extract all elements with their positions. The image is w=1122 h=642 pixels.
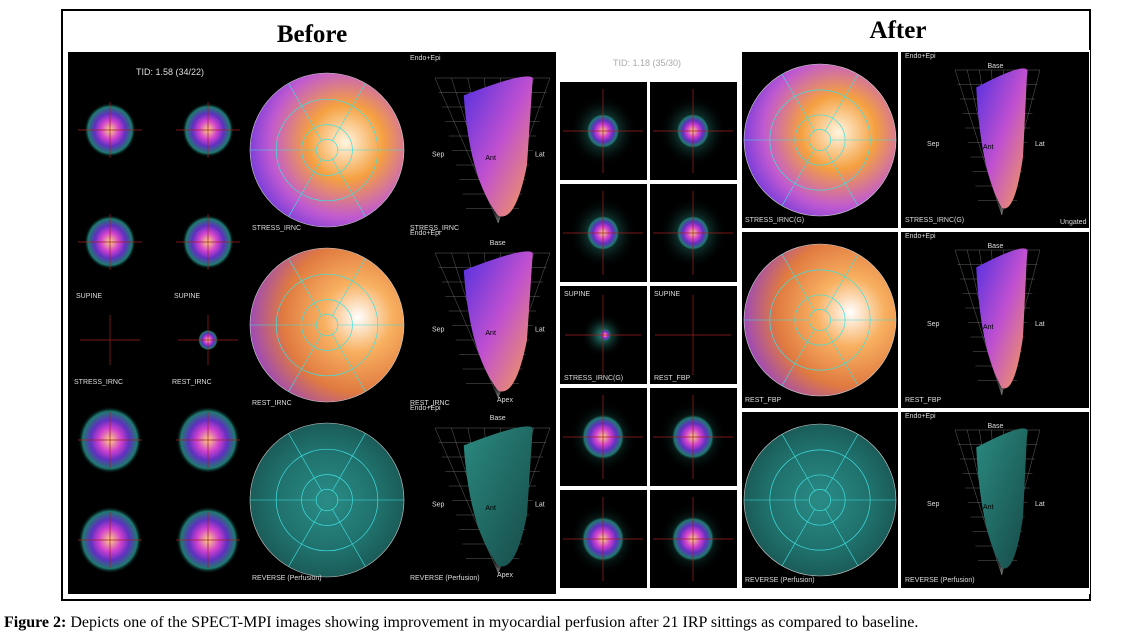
caption-text: Depicts one of the SPECT-MPI images show… (70, 614, 919, 631)
polar-spoke (288, 509, 322, 567)
tid-after: TID: 1.18 (35/30) (613, 58, 681, 68)
ventricle-3d (463, 426, 533, 567)
polar-spoke (825, 434, 859, 491)
image-label: STRESS_IRNC(G) (905, 217, 964, 224)
image-label: Endo+Epi (905, 233, 936, 240)
image-label: REST_IRNC (252, 400, 292, 407)
ventricle-3d (463, 76, 533, 217)
image-label: Ant (983, 324, 994, 331)
image-label: Ant (485, 155, 496, 162)
image-label: STRESS_IRNC (74, 379, 123, 386)
image-label: Sep (432, 326, 445, 333)
image-label: SUPINE (174, 293, 200, 300)
image-label: STRESS_IRNC (252, 225, 301, 232)
image-label: Base (490, 240, 506, 247)
polar-spoke (332, 433, 366, 491)
polar-spoke (781, 149, 815, 206)
figure: Before After TID: 1.58 (34/22) TID: 1.18… (61, 9, 1091, 601)
image-label: Lat (1035, 141, 1045, 148)
polar-spoke (825, 254, 859, 311)
caption-label: Figure 2: (4, 614, 67, 631)
image-label: Ant (983, 504, 994, 511)
image-label: REST_FBP (654, 375, 691, 382)
polar-spoke (781, 74, 815, 131)
ventricle-3d (976, 68, 1028, 209)
image-label: REST_FBP (745, 397, 782, 404)
image-label: Ungated (1060, 219, 1087, 226)
ventricle-3d (463, 251, 533, 392)
polar-spoke (332, 159, 366, 217)
polar-spoke (288, 83, 322, 141)
ventricle-3d (976, 428, 1028, 569)
image-label: Lat (1035, 321, 1045, 328)
image-label: SUPINE (76, 293, 102, 300)
image-label: REST_IRNC (410, 400, 450, 407)
image-label: Sep (927, 501, 940, 508)
image-label: Lat (535, 151, 545, 158)
polar-spoke (332, 83, 366, 141)
image-label: Ant (485, 330, 496, 337)
image-label: STRESS_IRNC (410, 225, 459, 232)
image-label: Sep (432, 501, 445, 508)
tid-before: TID: 1.58 (34/22) (136, 67, 204, 77)
polar-spoke (825, 509, 859, 566)
image-label: REVERSE (Perfusion) (905, 577, 975, 584)
image-label: Base (988, 63, 1004, 70)
image-label: Sep (927, 141, 940, 148)
polar-spoke (288, 433, 322, 491)
image-label: REST_IRNC (172, 379, 212, 386)
image-label: Endo+Epi (410, 230, 441, 237)
image-label: Base (490, 415, 506, 422)
image-label: Base (988, 243, 1004, 250)
polar-spoke (781, 329, 815, 386)
image-label: Sep (927, 321, 940, 328)
polar-spoke (332, 258, 366, 316)
image-label: Endo+Epi (905, 53, 936, 60)
image-label: Lat (535, 326, 545, 333)
image-label: REST_FBP (905, 397, 942, 404)
image-label: SUPINE (654, 291, 680, 298)
polar-spoke (781, 254, 815, 311)
polar-spoke (288, 334, 322, 392)
caption: Figure 2: Depicts one of the SPECT-MPI i… (4, 614, 918, 632)
image-label: REVERSE (Perfusion) (252, 575, 322, 582)
image-label: Lat (535, 501, 545, 508)
polar-spoke (825, 329, 859, 386)
image-label: Apex (497, 572, 513, 579)
before-title: Before (277, 21, 347, 48)
ventricle-3d (976, 248, 1028, 389)
polar-spoke (288, 258, 322, 316)
polar-spoke (825, 149, 859, 206)
polar-spoke (332, 334, 366, 392)
image-label: Lat (1035, 501, 1045, 508)
image-label: REVERSE (Perfusion) (745, 577, 815, 584)
image-label: Endo+Epi (905, 413, 936, 420)
image-label: SUPINE (564, 291, 590, 298)
image-label: Sep (432, 151, 445, 158)
image-label: Ant (485, 505, 496, 512)
image-label: Ant (983, 144, 994, 151)
image-label: Apex (497, 397, 513, 404)
image-label: Endo+Epi (410, 55, 441, 62)
polar-spoke (781, 509, 815, 566)
polar-spoke (332, 509, 366, 567)
image-label: Endo+Epi (410, 405, 441, 412)
after-title: After (870, 17, 927, 44)
image-label: Base (988, 423, 1004, 430)
polar-spoke (781, 434, 815, 491)
image-label: STRESS_IRNC(G) (564, 375, 623, 382)
polar-spoke (825, 74, 859, 131)
image-label: STRESS_IRNC(G) (745, 217, 804, 224)
image-label: REVERSE (Perfusion) (410, 575, 480, 582)
polar-spoke (288, 159, 322, 217)
